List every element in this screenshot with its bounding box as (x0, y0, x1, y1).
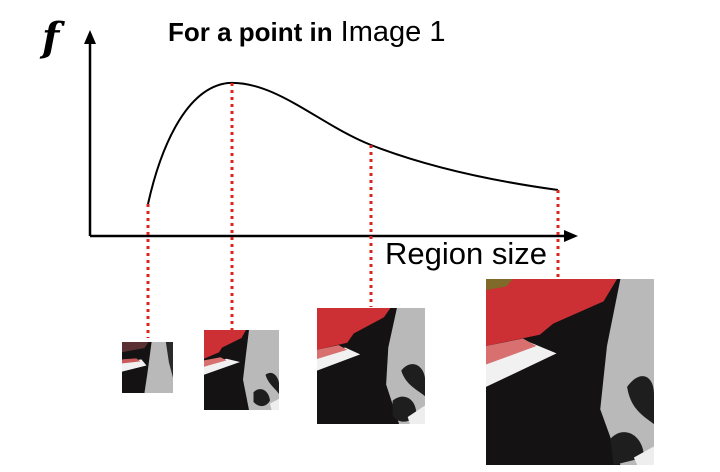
guide-lines (146, 83, 560, 338)
title-part-1: For a point in (168, 17, 333, 47)
region-patch-1 (122, 342, 173, 393)
diagram-title: For a point in Image 1 (168, 16, 445, 49)
region-patch-4 (486, 279, 654, 465)
y-axis-arrow (84, 30, 96, 44)
region-patch-3 (317, 308, 426, 424)
y-axis-label: f (42, 14, 60, 61)
x-axis-label: Region size (385, 236, 547, 271)
title-part-2: Image 1 (340, 16, 446, 48)
x-axis-arrow (564, 230, 578, 242)
response-curve (147, 81, 559, 205)
region-patch-2 (204, 330, 279, 410)
